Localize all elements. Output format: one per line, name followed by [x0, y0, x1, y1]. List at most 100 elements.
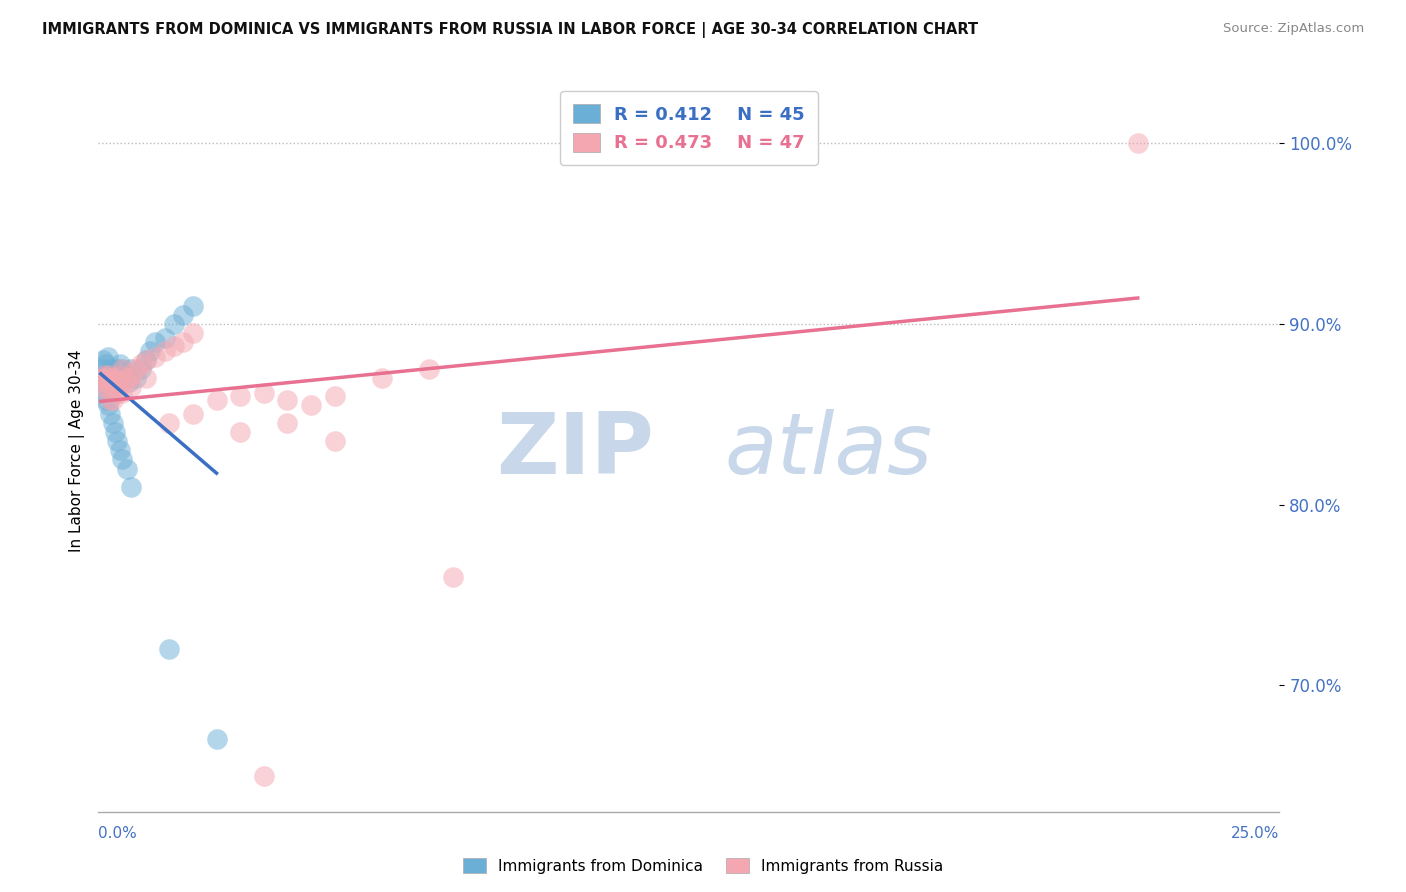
Point — [91, 371, 114, 385]
Point — [253, 768, 276, 782]
Point — [276, 417, 298, 431]
Point — [98, 362, 121, 376]
Point — [121, 368, 143, 382]
Point — [115, 368, 138, 382]
Point — [125, 362, 148, 376]
Point — [100, 375, 122, 389]
Point — [103, 380, 125, 394]
Point — [112, 371, 135, 385]
Point — [96, 380, 118, 394]
Point — [323, 389, 346, 403]
Point — [108, 357, 131, 371]
Point — [441, 570, 464, 584]
Point — [418, 362, 440, 376]
Point — [101, 392, 124, 407]
Text: ZIP: ZIP — [496, 409, 654, 492]
Point — [110, 371, 132, 385]
Point — [111, 452, 134, 467]
Point — [115, 375, 138, 389]
Point — [153, 344, 176, 359]
Point — [181, 326, 204, 340]
Point — [163, 317, 186, 331]
Point — [115, 461, 138, 475]
Point — [143, 350, 166, 364]
Point — [121, 479, 143, 493]
Point — [181, 407, 204, 422]
Point — [94, 357, 117, 371]
Point — [104, 371, 127, 385]
Point — [111, 362, 134, 376]
Legend: R = 0.412    N = 45, R = 0.473    N = 47: R = 0.412 N = 45, R = 0.473 N = 47 — [560, 91, 818, 165]
Point — [94, 392, 117, 407]
Text: IMMIGRANTS FROM DOMINICA VS IMMIGRANTS FROM RUSSIA IN LABOR FORCE | AGE 30-34 CO: IMMIGRANTS FROM DOMINICA VS IMMIGRANTS F… — [42, 22, 979, 38]
Point — [101, 417, 124, 431]
Point — [101, 380, 124, 394]
Point — [143, 334, 166, 349]
Point — [371, 371, 394, 385]
Point — [299, 398, 322, 412]
Point — [91, 353, 114, 368]
Text: 25.0%: 25.0% — [1232, 826, 1279, 841]
Text: Source: ZipAtlas.com: Source: ZipAtlas.com — [1223, 22, 1364, 36]
Point — [323, 434, 346, 449]
Point — [91, 385, 114, 400]
Point — [90, 380, 112, 394]
Point — [118, 375, 141, 389]
Point — [229, 425, 252, 440]
Point — [181, 299, 204, 313]
Point — [91, 362, 114, 376]
Point — [129, 357, 152, 371]
Point — [101, 368, 124, 382]
Text: atlas: atlas — [724, 409, 932, 492]
Point — [157, 642, 180, 657]
Point — [104, 425, 127, 440]
Point — [172, 334, 194, 349]
Point — [93, 368, 115, 382]
Point — [96, 380, 118, 394]
Point — [157, 417, 180, 431]
Point — [98, 392, 121, 407]
Point — [153, 331, 176, 345]
Point — [97, 371, 120, 385]
Point — [111, 362, 134, 376]
Point — [135, 353, 157, 368]
Point — [139, 344, 162, 359]
Point — [163, 339, 186, 353]
Point — [105, 385, 128, 400]
Point — [97, 375, 120, 389]
Point — [115, 371, 138, 385]
Point — [108, 368, 131, 382]
Point — [229, 389, 252, 403]
Point — [104, 371, 127, 385]
Point — [129, 362, 152, 376]
Point — [121, 362, 143, 376]
Point — [276, 392, 298, 407]
Point — [107, 368, 129, 382]
Point — [135, 371, 157, 385]
Point — [125, 371, 148, 385]
Point — [98, 407, 121, 422]
Point — [93, 368, 115, 382]
Text: 0.0%: 0.0% — [98, 826, 138, 841]
Point — [205, 732, 228, 747]
Point — [97, 398, 120, 412]
Point — [105, 362, 128, 376]
Point — [98, 371, 121, 385]
Point — [108, 443, 131, 458]
Y-axis label: In Labor Force | Age 30-34: In Labor Force | Age 30-34 — [69, 349, 84, 552]
Point — [205, 392, 228, 407]
Point — [97, 368, 120, 382]
Point — [105, 375, 128, 389]
Point — [97, 350, 120, 364]
Point — [90, 371, 112, 385]
Legend: Immigrants from Dominica, Immigrants from Russia: Immigrants from Dominica, Immigrants fro… — [457, 852, 949, 880]
Point — [121, 380, 143, 394]
Point — [94, 371, 117, 385]
Point — [172, 308, 194, 322]
Point — [105, 375, 128, 389]
Point — [253, 385, 276, 400]
Point — [105, 434, 128, 449]
Point — [91, 375, 114, 389]
Point — [135, 353, 157, 368]
Point — [1126, 136, 1149, 151]
